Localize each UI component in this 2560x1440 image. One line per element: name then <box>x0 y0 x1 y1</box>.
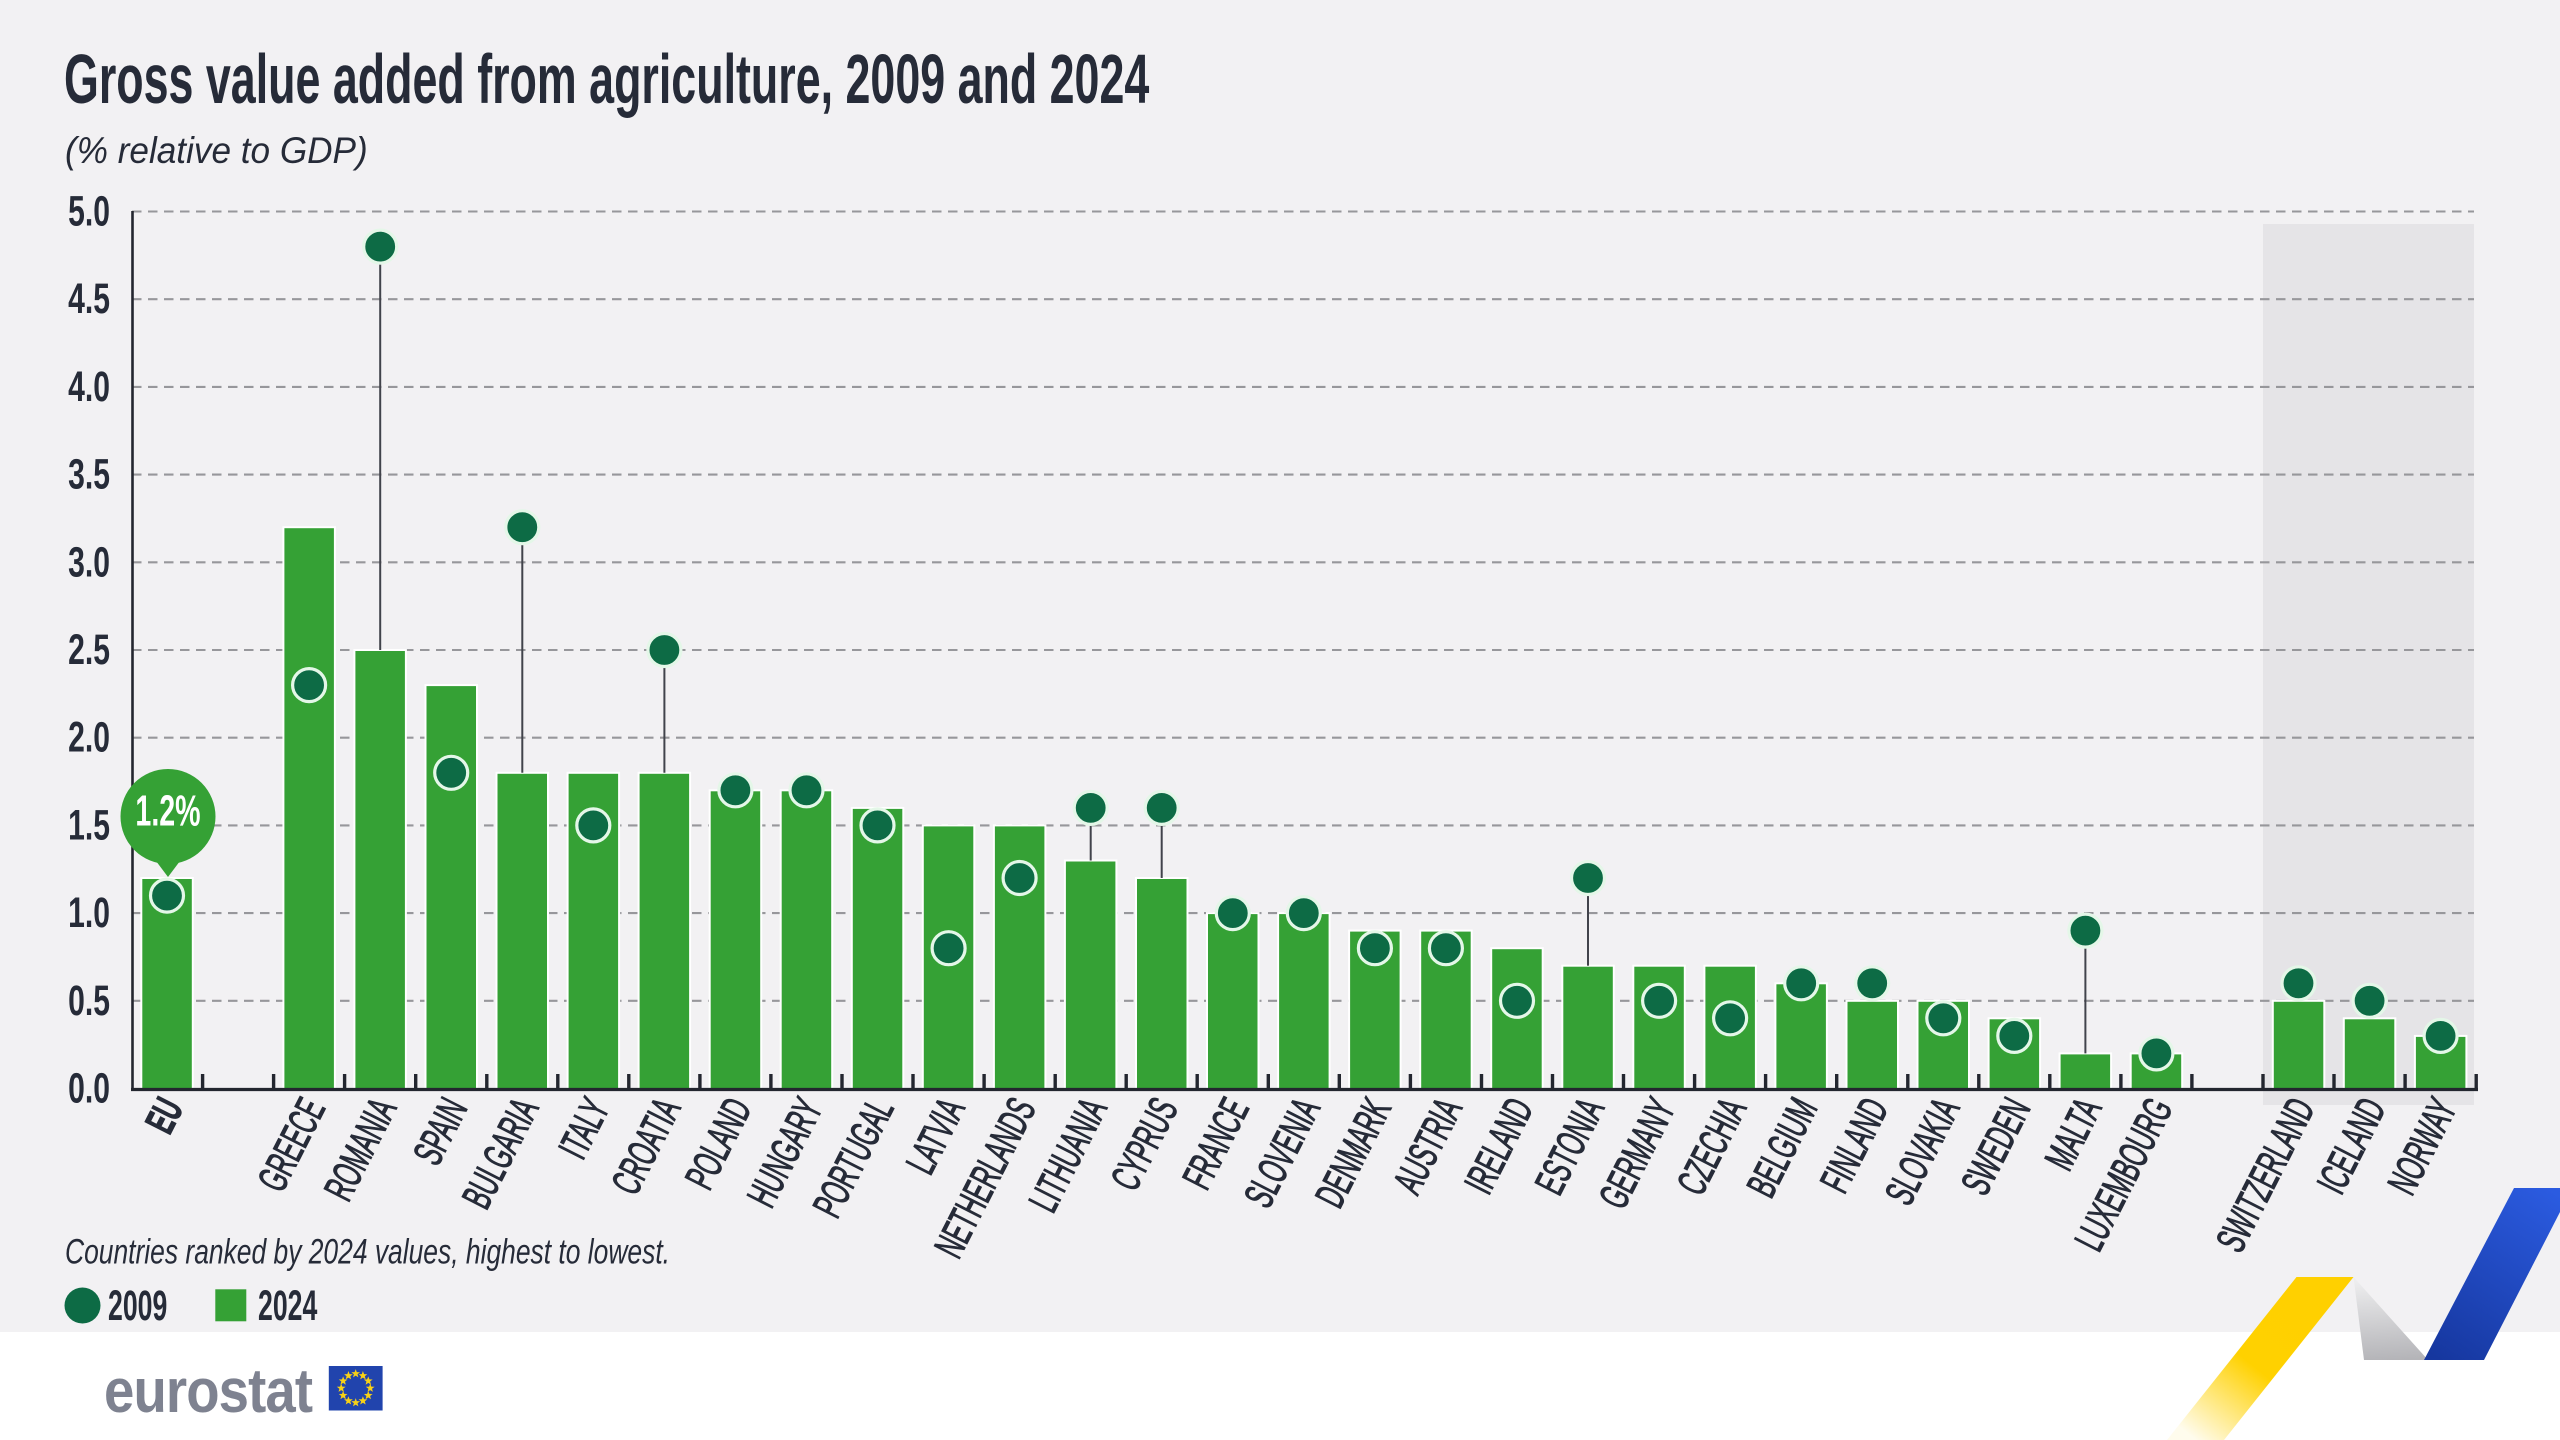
svg-text:4.0: 4.0 <box>68 362 110 411</box>
svg-text:4.5: 4.5 <box>68 274 110 323</box>
svg-text:3.5: 3.5 <box>68 449 110 498</box>
svg-text:1.5: 1.5 <box>68 800 110 849</box>
svg-text:Gross value added from agricul: Gross value added from agriculture, 2009… <box>64 41 1150 118</box>
svg-text:(% relative to GDP): (% relative to GDP) <box>65 129 368 171</box>
svg-text:0.0: 0.0 <box>68 1063 110 1112</box>
svg-text:0.5: 0.5 <box>68 975 110 1024</box>
svg-text:eurostat: eurostat <box>104 1357 313 1426</box>
svg-text:Countries ranked by 2024 value: Countries ranked by 2024 values, highest… <box>65 1232 670 1272</box>
svg-text:2024: 2024 <box>258 1282 317 1330</box>
svg-text:2009: 2009 <box>108 1282 167 1330</box>
svg-text:5.0: 5.0 <box>68 186 110 235</box>
svg-text:1.0: 1.0 <box>68 888 110 937</box>
svg-text:1.2%: 1.2% <box>135 785 200 835</box>
svg-text:2.0: 2.0 <box>68 712 110 761</box>
svg-text:3.0: 3.0 <box>68 537 110 586</box>
svg-text:2.5: 2.5 <box>68 625 110 674</box>
